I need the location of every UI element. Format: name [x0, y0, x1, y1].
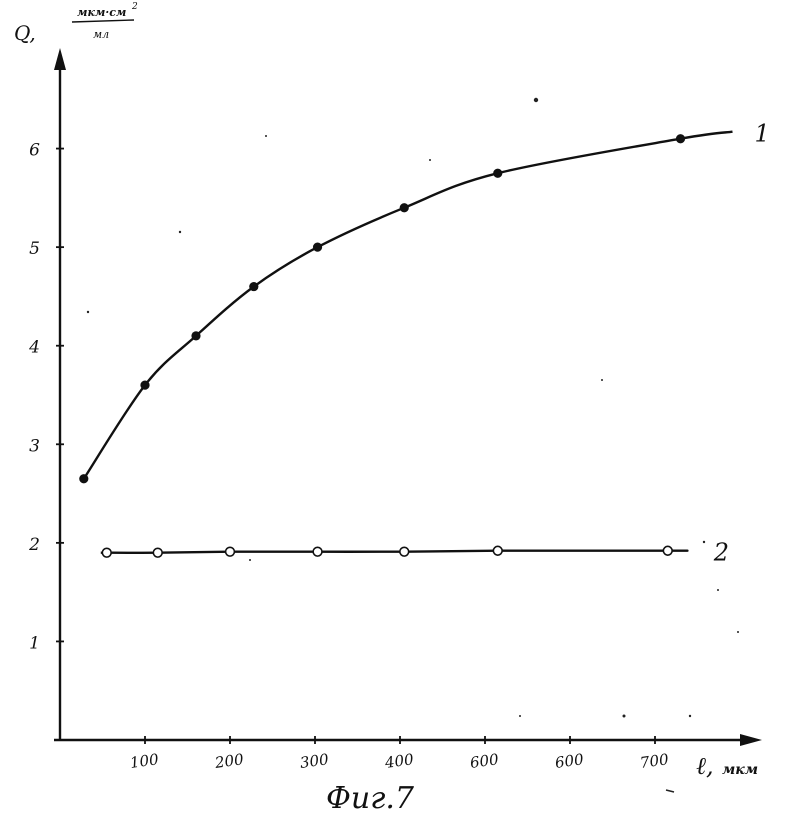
x-ticks-group: 100 200 300 400 600 600 700 [129, 736, 670, 772]
x-axis-arrow [740, 734, 762, 746]
data-point [79, 474, 88, 483]
series-2: 2 [101, 539, 729, 567]
data-point [249, 282, 258, 291]
data-point [400, 203, 409, 212]
data-point [226, 547, 235, 556]
series-line [84, 132, 733, 479]
x-tick-label: 400 [383, 750, 415, 772]
x-tick-label: 300 [299, 750, 330, 772]
x-axis-symbol: ℓ, [696, 752, 714, 780]
data-point [663, 546, 672, 555]
y-ticks-group: 1 2 3 4 5 6 [28, 141, 64, 654]
scan-specks [87, 98, 739, 792]
series-line [101, 551, 688, 553]
x-tick-label: 100 [129, 750, 160, 772]
x-tick-label: 200 [213, 750, 245, 772]
y-tick-label: 4 [28, 338, 40, 358]
data-point [400, 547, 409, 556]
data-point [676, 134, 685, 143]
y-tick-label: 5 [29, 239, 40, 259]
data-point [313, 547, 322, 556]
data-point [493, 169, 502, 178]
x-axis-unit: мкм [722, 762, 758, 778]
y-tick-label: 1 [29, 633, 40, 653]
x-tick-label: 600 [469, 750, 500, 772]
y-axis-arrow [54, 48, 66, 70]
y-axis-symbol: Q, [14, 21, 36, 45]
x-tick-label: 600 [554, 750, 585, 772]
series-1: 1 [79, 120, 770, 484]
data-point [153, 548, 162, 557]
y-axis-unit-numerator: мкм·см [77, 6, 126, 19]
data-point [313, 243, 322, 252]
x-tick-label: 700 [639, 750, 670, 772]
data-point [493, 546, 502, 555]
series-layer: 12 [79, 120, 770, 567]
y-axis-unit-denominator: мл [93, 28, 109, 41]
y-tick-label: 2 [28, 535, 40, 555]
series-label: 1 [755, 120, 770, 148]
y-tick-label: 6 [29, 141, 40, 161]
data-point [191, 331, 200, 340]
figure-caption: Фиг.7 [326, 781, 415, 816]
scan-dash [666, 790, 674, 792]
data-point [102, 548, 111, 557]
data-point [140, 381, 149, 390]
y-axis-unit-fraction-bar [72, 20, 134, 22]
y-axis-unit-exponent: 2 [131, 2, 138, 12]
series-label: 2 [713, 539, 729, 567]
y-tick-label: 3 [29, 436, 40, 456]
